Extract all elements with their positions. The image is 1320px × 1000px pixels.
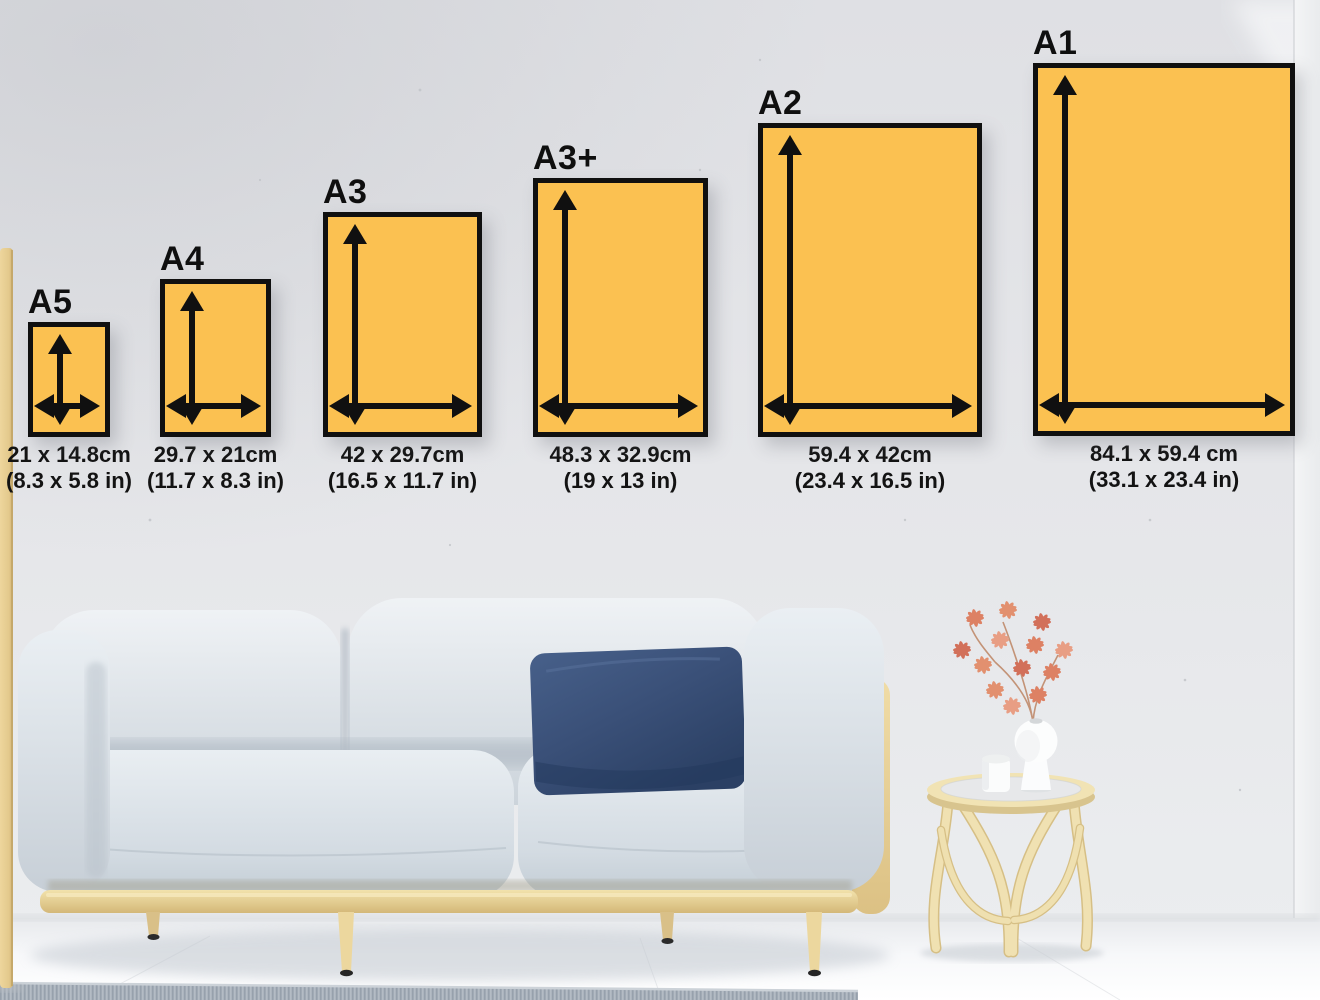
vase bbox=[1014, 718, 1058, 793]
size-label: A1 bbox=[1033, 24, 1078, 62]
size-label: A4 bbox=[160, 240, 205, 278]
cup bbox=[982, 754, 1010, 792]
size-inches: (19 x 13 in) bbox=[563, 468, 678, 493]
height-arrow-icon bbox=[553, 190, 577, 425]
size-cm: 59.4 x 42cm bbox=[808, 442, 932, 467]
rug bbox=[0, 981, 859, 1000]
size-rect-a2 bbox=[758, 123, 982, 437]
size-card-a3: A3 42 x 29.7cm (16.5 x 11.7 in) bbox=[283, 174, 522, 494]
size-label: A3 bbox=[323, 173, 368, 211]
height-arrow-icon bbox=[778, 135, 802, 425]
height-arrow-icon bbox=[343, 224, 367, 425]
size-cm: 84.1 x 59.4 cm bbox=[1089, 441, 1238, 466]
size-label: A3+ bbox=[533, 139, 598, 177]
size-rect-a1 bbox=[1033, 63, 1295, 436]
wall-corner bbox=[1294, 0, 1320, 930]
flower-branch bbox=[952, 600, 1074, 723]
sofa bbox=[18, 598, 890, 981]
height-arrow-icon bbox=[1053, 75, 1077, 424]
size-inches: (16.5 x 11.7 in) bbox=[327, 468, 478, 493]
size-rect-a3plus bbox=[533, 178, 708, 437]
height-arrow-icon bbox=[180, 291, 204, 425]
size-caption: 42 x 29.7cm (16.5 x 11.7 in) bbox=[283, 442, 522, 494]
width-arrow-icon bbox=[329, 394, 472, 418]
width-arrow-icon bbox=[764, 394, 972, 418]
height-arrow-icon bbox=[48, 334, 72, 425]
size-caption: 84.1 x 59.4 cm (33.1 x 23.4 in) bbox=[993, 441, 1320, 493]
size-inches: (33.1 x 23.4 in) bbox=[1088, 467, 1240, 492]
size-rect-a4 bbox=[160, 279, 271, 437]
size-inches: (8.3 x 5.8 in) bbox=[6, 468, 132, 493]
size-card-a1: A1 84.1 x 59.4 cm (33.1 x 23.4 in) bbox=[993, 25, 1320, 493]
size-inches: (11.7 x 8.3 in) bbox=[147, 468, 284, 493]
width-arrow-icon bbox=[166, 394, 261, 418]
wood-strip bbox=[0, 248, 24, 992]
size-label: A2 bbox=[758, 84, 803, 122]
size-caption: 29.7 x 21cm (11.7 x 8.3 in) bbox=[120, 442, 311, 494]
sofa-legs bbox=[146, 912, 822, 977]
width-arrow-icon bbox=[539, 394, 698, 418]
size-card-a2: A2 59.4 x 42cm (23.4 x 16.5 in) bbox=[718, 85, 1022, 494]
width-arrow-icon bbox=[1039, 393, 1285, 417]
size-card-a3plus: A3+ 48.3 x 32.9cm (19 x 13 in) bbox=[493, 140, 748, 494]
size-cm: 29.7 x 21cm bbox=[153, 442, 278, 467]
seat-cushion-left bbox=[36, 750, 514, 898]
side-table bbox=[920, 600, 1104, 962]
size-rect-a5 bbox=[28, 322, 110, 437]
armrest-right bbox=[744, 608, 884, 892]
size-inches: (23.4 x 16.5 in) bbox=[794, 468, 946, 493]
size-cm: 21 x 14.8cm bbox=[7, 442, 131, 467]
size-label: A5 bbox=[28, 283, 73, 321]
navy-pillow bbox=[530, 646, 746, 796]
size-rect-a3 bbox=[323, 212, 482, 437]
size-caption: 48.3 x 32.9cm (19 x 13 in) bbox=[493, 442, 748, 494]
size-card-a5: A5 21 x 14.8cm (8.3 x 5.8 in) bbox=[0, 284, 150, 494]
width-arrow-icon bbox=[34, 394, 100, 418]
size-cm: 42 x 29.7cm bbox=[340, 442, 465, 467]
size-caption: 21 x 14.8cm (8.3 x 5.8 in) bbox=[0, 442, 150, 494]
size-caption: 59.4 x 42cm (23.4 x 16.5 in) bbox=[718, 442, 1022, 494]
size-card-a4: A4 29.7 x 21cm (11.7 x 8.3 in) bbox=[120, 241, 311, 494]
size-cm: 48.3 x 32.9cm bbox=[549, 442, 692, 467]
